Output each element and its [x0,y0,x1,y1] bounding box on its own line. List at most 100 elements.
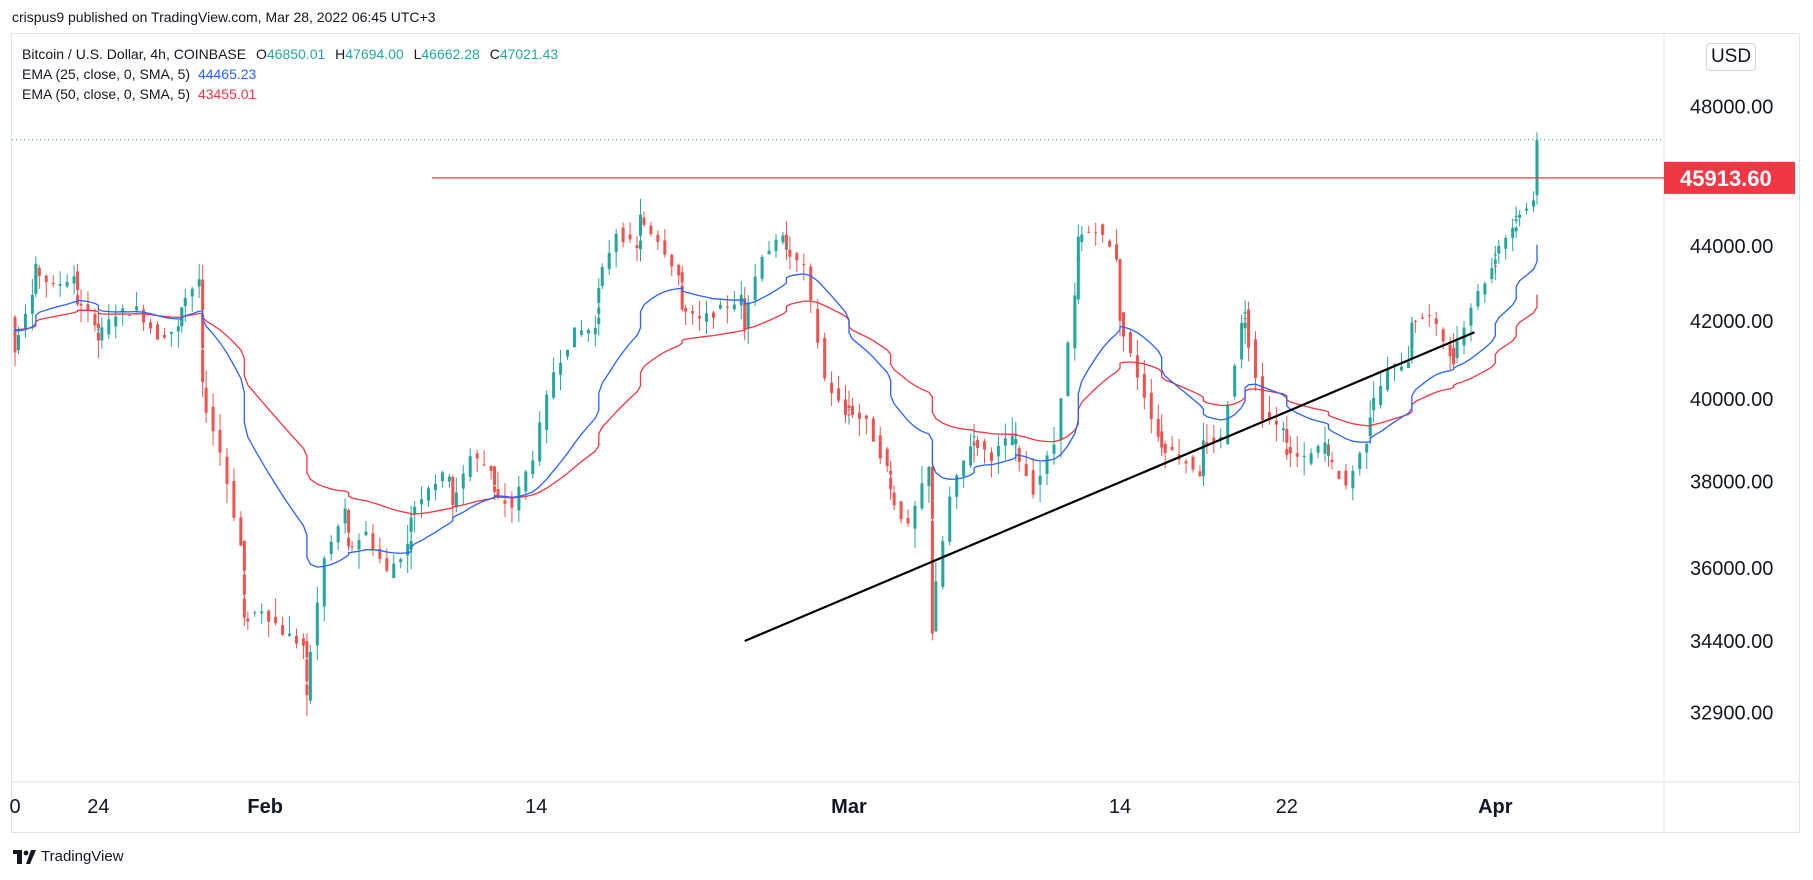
candle-body [162,334,166,338]
y-tick-label: 32900.00 [1690,702,1773,724]
candle-body [1142,373,1146,398]
candle-body [1302,455,1306,458]
candle-body [743,314,747,330]
candle-body [1118,292,1122,321]
candle-body [621,227,625,243]
candle-body [76,295,80,305]
candle-body [281,625,285,635]
candle-body [37,267,41,276]
candle-body [847,405,851,409]
candle-body [34,283,38,295]
candle-body [1121,312,1125,337]
candle-body [1483,283,1487,295]
candle-body [322,558,326,607]
candle-body [503,500,507,504]
candle-body [305,684,309,696]
candle-body [413,506,417,515]
candle-body [149,322,153,329]
candle-body [1184,461,1188,464]
candle-body [962,460,966,477]
candle-body [843,399,847,416]
candle-body [1059,398,1063,441]
candle-body [680,300,684,310]
candle-body [1101,224,1105,235]
candle-body [427,488,431,501]
y-tick-label: 34400.00 [1690,631,1773,653]
candle-body [795,253,799,261]
ema25-series [14,244,1538,568]
candle-body [1198,471,1202,477]
candle-body [440,472,444,482]
candle-body [347,525,351,533]
candle-body [572,327,576,348]
candle-body [680,285,684,302]
x-tick-label: 22 [1276,796,1298,818]
candle-body [1191,456,1195,470]
candle-body [201,314,205,349]
candle-body [566,349,570,357]
ema25-line [14,244,1538,568]
candle-body [204,387,208,413]
low-label: L [413,46,422,62]
candle-body [96,329,100,331]
price-label-box [1664,161,1795,194]
candle-body [930,466,934,519]
candle-body [308,652,312,701]
x-tick-label: 14 [1109,796,1131,818]
candle-body [13,339,17,353]
x-tick-label: 24 [87,796,109,818]
candle-body [96,323,100,329]
candle-body [760,256,764,279]
candle-body [1201,448,1205,467]
candle-body [586,329,590,334]
candle-body [823,337,827,379]
candle-body [190,288,194,297]
candle-body [1476,290,1480,307]
candle-body [1128,332,1132,354]
candle-body [1163,443,1167,453]
candle-body [406,544,410,556]
chart-legend: Bitcoin / U.S. Dollar, 4h, COINBASE O468… [22,44,564,104]
candle-body [1490,268,1494,280]
candle-body [1379,385,1383,406]
candle-body [1254,339,1258,378]
candle-body [1024,464,1028,476]
candle-body [972,436,976,438]
ema25-label: EMA (25, close, 0, SMA, 5) [22,66,191,82]
candle-body [1511,227,1515,238]
candle-body [1295,453,1299,457]
candle-body [1233,365,1237,397]
candle-body [889,485,893,490]
candle-body [475,453,479,459]
candle-body [1497,245,1501,254]
candle-body [597,317,601,325]
candle-body [788,249,792,257]
candle-body [1281,428,1285,431]
candle-body [461,473,465,489]
price-label-text: 45913.60 [1680,166,1772,191]
ema50-line [14,294,1538,516]
candle-body [552,372,556,398]
high-label: H [335,46,346,62]
candle-body [579,330,583,335]
high-value: 47694.00 [345,46,404,62]
ema25-value: 44465.23 [197,66,257,82]
candle-body [830,382,834,394]
candle-body [698,316,702,319]
candle-body [638,214,642,233]
candle-body [1156,418,1160,437]
candle-body [1535,175,1539,196]
x-tick-label: 0 [9,796,20,818]
currency-button[interactable]: USD [1706,43,1756,71]
candle-body [246,618,250,622]
candle-body [253,612,257,614]
candle-body [1285,435,1289,443]
ema50-value: 43455.01 [197,86,257,102]
candle-body [1170,446,1174,450]
support-trendline [744,331,1475,642]
candle-body [1115,244,1119,260]
candle-body [347,537,351,547]
candle-body [784,245,788,247]
candle-body [496,489,500,496]
